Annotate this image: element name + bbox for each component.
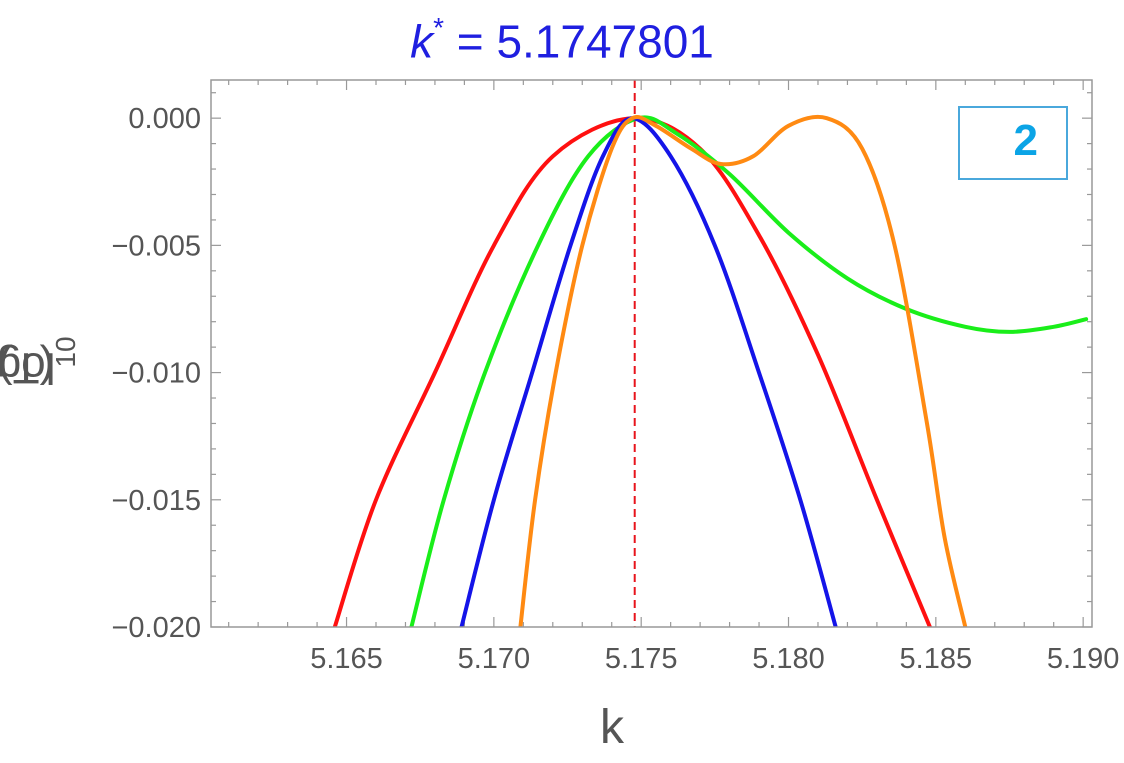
y-tick-label: −0.010 bbox=[111, 358, 201, 390]
y-tick-label: −0.005 bbox=[111, 230, 201, 262]
x-tick-label: 5.170 bbox=[458, 643, 531, 675]
series-line-4 bbox=[518, 114, 968, 627]
x-tick-label: 5.180 bbox=[752, 643, 825, 675]
series-line-1 bbox=[332, 116, 932, 627]
x-tick-label: 5.165 bbox=[310, 643, 383, 675]
series-line-3 bbox=[459, 116, 838, 627]
badge-label: 2 bbox=[1013, 116, 1038, 165]
y-tick-label: −0.020 bbox=[111, 612, 201, 644]
title-superscript: * bbox=[433, 12, 445, 43]
x-tick-label: 5.190 bbox=[1047, 643, 1120, 675]
figure-badge: 2 bbox=[958, 106, 1068, 180]
x-axis-label: k bbox=[600, 701, 624, 754]
title-value: = 5.1747801 bbox=[444, 15, 714, 68]
series-line-2 bbox=[409, 115, 1089, 627]
y-tick-label: 0.000 bbox=[128, 103, 201, 135]
y-tick-label: −0.015 bbox=[111, 485, 201, 517]
x-tick-label: 5.175 bbox=[605, 643, 678, 675]
chart-title: k* = 5.1747801 bbox=[0, 4, 1124, 69]
plot-frame bbox=[210, 79, 1093, 628]
x-tick-label: 5.185 bbox=[900, 643, 973, 675]
title-symbol: k bbox=[410, 15, 434, 68]
